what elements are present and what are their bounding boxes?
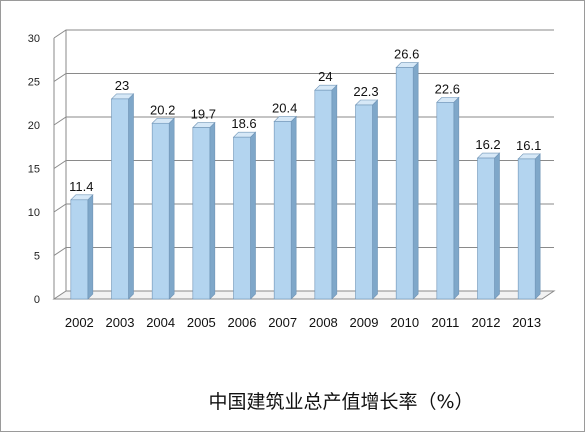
bar xyxy=(273,115,297,300)
x-tick-label: 2011 xyxy=(431,315,459,330)
bar xyxy=(517,153,541,300)
bar-front xyxy=(477,157,495,300)
x-tick-label: 2013 xyxy=(512,315,541,330)
data-label: 22.6 xyxy=(435,81,460,96)
bar-front xyxy=(517,158,536,300)
bar-side xyxy=(290,115,297,300)
bar-front xyxy=(111,98,129,300)
x-axis-categories: 2002 2003 2004 2005 2006 2007 2008 2009 2010 2011… xyxy=(65,315,541,330)
x-tick-label: 2003 xyxy=(106,315,135,330)
bar-front xyxy=(314,89,333,300)
x-tick-label: 2006 xyxy=(228,315,257,330)
bar-front xyxy=(436,102,455,300)
chart-floor xyxy=(52,290,556,300)
bar xyxy=(192,121,216,300)
chart-title: 中国建筑业总产值增长率（%） xyxy=(208,391,473,413)
bar-side xyxy=(128,93,134,300)
x-tick-label: 2007 xyxy=(268,315,297,330)
x-tick-label: 2012 xyxy=(472,315,501,330)
bar-front xyxy=(233,136,251,300)
x-tick-label: 2010 xyxy=(390,315,419,330)
bar-side xyxy=(168,117,175,300)
bar-side xyxy=(412,61,419,300)
data-label: 22.3 xyxy=(353,84,378,99)
bar-side xyxy=(331,84,338,300)
y-tick-label: 30 xyxy=(28,33,40,45)
bar xyxy=(395,61,419,300)
y-tick-label: 5 xyxy=(34,251,40,263)
bars xyxy=(70,61,541,300)
bar-front xyxy=(395,67,414,300)
x-tick-label: 2004 xyxy=(146,315,175,330)
bar-side xyxy=(87,194,94,300)
y-tick-label: 20 xyxy=(28,120,40,132)
bar-side xyxy=(453,96,460,300)
bar xyxy=(354,99,379,300)
data-label: 11.4 xyxy=(69,179,93,194)
bar xyxy=(70,194,94,300)
gridline xyxy=(53,116,554,126)
bar-front xyxy=(70,199,89,300)
x-tick-label: 2008 xyxy=(309,315,338,330)
y-tick-label: 25 xyxy=(28,77,40,89)
bar-side xyxy=(209,121,216,300)
bar-side xyxy=(534,153,541,300)
y-tick-label: 10 xyxy=(28,207,40,219)
data-label: 24 xyxy=(318,69,332,84)
bar-front xyxy=(192,127,211,300)
bar xyxy=(110,93,135,300)
data-label: 18.6 xyxy=(231,116,256,131)
y-axis-ticks: 0 5 10 15 20 25 30 xyxy=(28,33,40,306)
data-label: 23 xyxy=(115,78,129,93)
bar-side xyxy=(494,152,500,300)
bar-front xyxy=(151,122,170,300)
gridline xyxy=(53,160,554,169)
bar-front xyxy=(355,104,373,300)
bar xyxy=(436,96,460,300)
bar xyxy=(476,152,501,300)
data-labels: 11.4 23 20.2 19.7 18.6 20.4 24 22.3 26.6 22.6 16.2… xyxy=(69,47,541,194)
gridline xyxy=(53,247,554,256)
data-label: 26.6 xyxy=(394,47,419,62)
gridline xyxy=(53,73,554,82)
x-tick-label: 2009 xyxy=(350,315,379,330)
gridline xyxy=(53,203,554,213)
bar-front xyxy=(273,121,292,300)
bar xyxy=(314,84,338,300)
x-tick-label: 2005 xyxy=(187,315,216,330)
bar xyxy=(232,131,257,300)
gridline xyxy=(53,29,554,39)
data-label: 16.1 xyxy=(516,138,541,153)
bar-side xyxy=(372,99,378,300)
bar-side xyxy=(250,131,256,300)
data-label: 19.7 xyxy=(191,107,216,122)
data-label: 16.2 xyxy=(475,137,500,152)
y-tick-label: 15 xyxy=(28,164,40,176)
x-tick-label: 2002 xyxy=(65,315,94,330)
bar xyxy=(151,117,175,300)
y-tick-label: 0 xyxy=(34,294,40,306)
data-label: 20.2 xyxy=(150,102,175,117)
gridlines xyxy=(52,29,556,300)
data-label: 20.4 xyxy=(272,101,297,116)
